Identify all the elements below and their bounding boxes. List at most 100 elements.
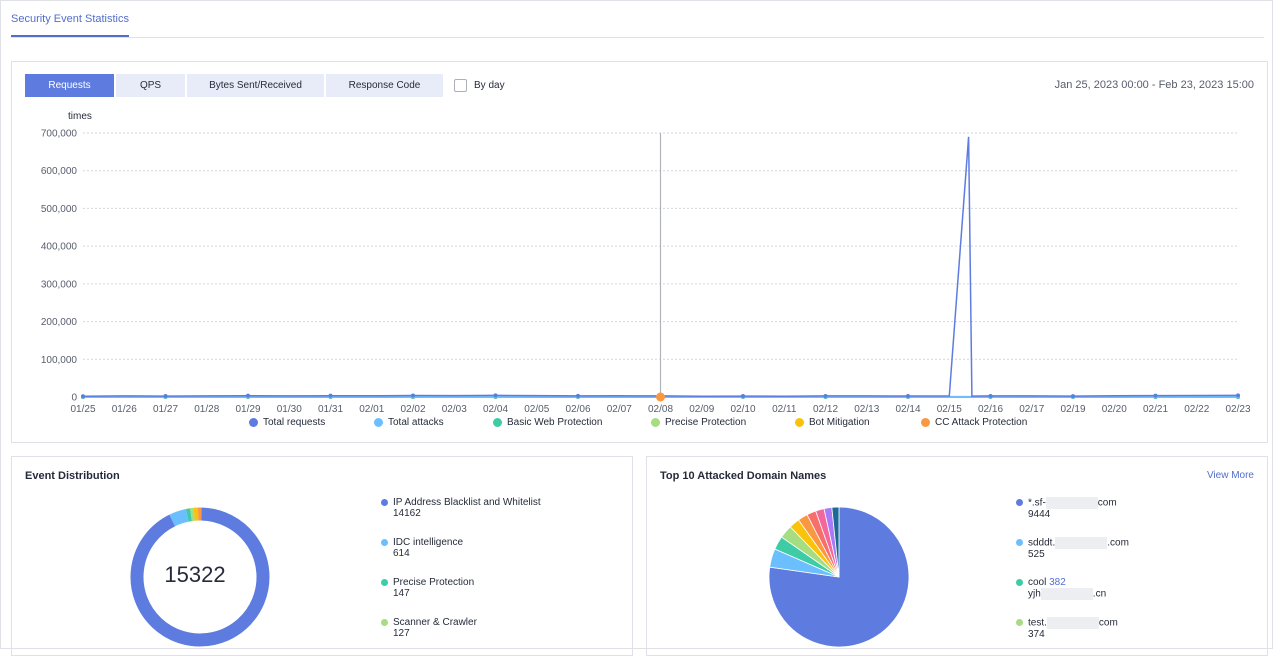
redacted-text xyxy=(1055,537,1107,549)
legend-value: 147 xyxy=(393,588,541,600)
legend-item[interactable]: IP Address Blacklist and Whitelist 14162 xyxy=(381,497,541,537)
legend-name: test.com xyxy=(1028,617,1129,629)
data-point-total-requests xyxy=(576,394,580,398)
redacted-text xyxy=(1046,497,1098,509)
legend-item[interactable]: sdddt..com 525 xyxy=(1016,537,1129,577)
y-tick-label: 700,000 xyxy=(41,129,78,140)
donut-total: 15322 xyxy=(135,562,255,588)
legend-name: cool 382 xyxy=(1028,577,1129,588)
x-tick-label: 02/02 xyxy=(400,404,425,415)
x-tick-label: 02/23 xyxy=(1225,404,1250,415)
data-point-total-requests xyxy=(741,394,745,398)
legend-item[interactable]: Precise Protection xyxy=(651,417,795,428)
legend-label: Bot Mitigation xyxy=(809,417,870,428)
y-tick-label: 100,000 xyxy=(41,355,78,366)
x-tick-label: 02/01 xyxy=(359,404,384,415)
x-tick-label: 02/06 xyxy=(565,404,590,415)
tab-security-event-statistics[interactable]: Security Event Statistics xyxy=(11,13,129,37)
donut-slice[interactable] xyxy=(172,515,187,520)
y-tick-label: 600,000 xyxy=(41,166,78,177)
y-tick-label: 300,000 xyxy=(41,279,78,290)
data-point-total-requests xyxy=(1071,394,1075,398)
data-point-total-requests xyxy=(906,394,910,398)
legend-label: Precise Protection xyxy=(665,417,746,428)
legend-dot xyxy=(374,418,383,427)
legend-dot xyxy=(1016,579,1023,586)
x-tick-label: 02/04 xyxy=(483,404,508,415)
top-domains-pie xyxy=(647,457,1007,657)
legend-item[interactable]: *.sf-com 9444 xyxy=(1016,497,1129,537)
data-point-total-requests xyxy=(81,394,85,398)
request-statistics-panel: Requests QPS Bytes Sent/Received Respons… xyxy=(11,61,1268,443)
x-tick-label: 01/29 xyxy=(235,404,260,415)
legend-item[interactable]: IDC intelligence 614 xyxy=(381,537,541,577)
legend-value: 9444 xyxy=(1028,509,1129,521)
legend-dot xyxy=(381,499,388,506)
legend-dot xyxy=(1016,499,1023,506)
legend-name-line2: yjh.cn xyxy=(1028,588,1129,601)
legend-item[interactable]: cool 382 yjh.cn xyxy=(1016,577,1129,617)
view-more-link[interactable]: View More xyxy=(1207,470,1254,481)
data-point-total-requests xyxy=(989,394,993,398)
legend-item[interactable]: Total requests xyxy=(249,417,374,428)
data-point-total-requests xyxy=(494,393,498,397)
data-point-total-requests xyxy=(1154,394,1158,398)
tab-divider xyxy=(11,37,1264,38)
data-point-total-requests xyxy=(164,394,168,398)
legend-dot xyxy=(921,418,930,427)
hover-point xyxy=(656,393,665,402)
event-distribution-donut xyxy=(12,457,372,657)
x-tick-label: 02/16 xyxy=(978,404,1003,415)
legend-item[interactable]: Scanner & Crawler 127 xyxy=(381,617,541,657)
legend-label: Total attacks xyxy=(388,417,444,428)
data-point-total-requests xyxy=(824,394,828,398)
x-tick-label: 01/27 xyxy=(153,404,178,415)
data-point-total-requests xyxy=(411,393,415,397)
data-point-total-requests xyxy=(246,394,250,398)
x-tick-label: 01/26 xyxy=(112,404,137,415)
legend-item[interactable]: test.com 374 xyxy=(1016,617,1129,657)
legend-dot xyxy=(1016,619,1023,626)
x-tick-label: 02/22 xyxy=(1184,404,1209,415)
y-tick-label: 0 xyxy=(71,393,77,404)
legend-item[interactable]: Basic Web Protection xyxy=(493,417,651,428)
legend-name: *.sf-com xyxy=(1028,497,1129,509)
y-tick-label: 500,000 xyxy=(41,204,78,215)
legend-item[interactable]: CC Attack Protection xyxy=(921,417,1041,428)
x-tick-label: 01/31 xyxy=(318,404,343,415)
legend-dot xyxy=(381,579,388,586)
legend-dot xyxy=(795,418,804,427)
legend-value: 14162 xyxy=(393,508,541,520)
legend-label: Total requests xyxy=(263,417,325,428)
legend-value: 374 xyxy=(1028,629,1129,641)
redacted-text xyxy=(1047,617,1099,629)
event-distribution-panel: Event Distribution 15322 IP Address Blac… xyxy=(11,456,633,656)
legend-name: IDC intelligence xyxy=(393,537,541,548)
x-tick-label: 02/10 xyxy=(730,404,755,415)
data-point-total-requests xyxy=(329,394,333,398)
y-tick-label: 200,000 xyxy=(41,317,78,328)
x-tick-label: 01/28 xyxy=(194,404,219,415)
legend-item[interactable]: Bot Mitigation xyxy=(795,417,921,428)
event-distribution-legend: IP Address Blacklist and Whitelist 14162… xyxy=(381,497,541,657)
legend-value: 525 xyxy=(1028,549,1129,561)
legend-count-link[interactable]: 382 xyxy=(1049,577,1066,588)
legend-name: Scanner & Crawler xyxy=(393,617,541,628)
x-tick-label: 02/19 xyxy=(1060,404,1085,415)
donut-slice[interactable] xyxy=(187,515,191,516)
legend-label: CC Attack Protection xyxy=(935,417,1027,428)
x-tick-label: 02/08 xyxy=(648,404,673,415)
legend-dot xyxy=(493,418,502,427)
legend-item[interactable]: Total attacks xyxy=(374,417,493,428)
legend-dot xyxy=(651,418,660,427)
x-tick-label: 02/07 xyxy=(607,404,632,415)
top-domains-panel: Top 10 Attacked Domain Names View More *… xyxy=(646,456,1268,656)
legend-name: sdddt..com xyxy=(1028,537,1129,549)
legend-item[interactable]: Precise Protection 147 xyxy=(381,577,541,617)
x-tick-label: 02/05 xyxy=(524,404,549,415)
y-tick-label: 400,000 xyxy=(41,242,78,253)
legend-dot xyxy=(249,418,258,427)
x-tick-label: 02/12 xyxy=(813,404,838,415)
y-axis-label: times xyxy=(68,111,92,122)
